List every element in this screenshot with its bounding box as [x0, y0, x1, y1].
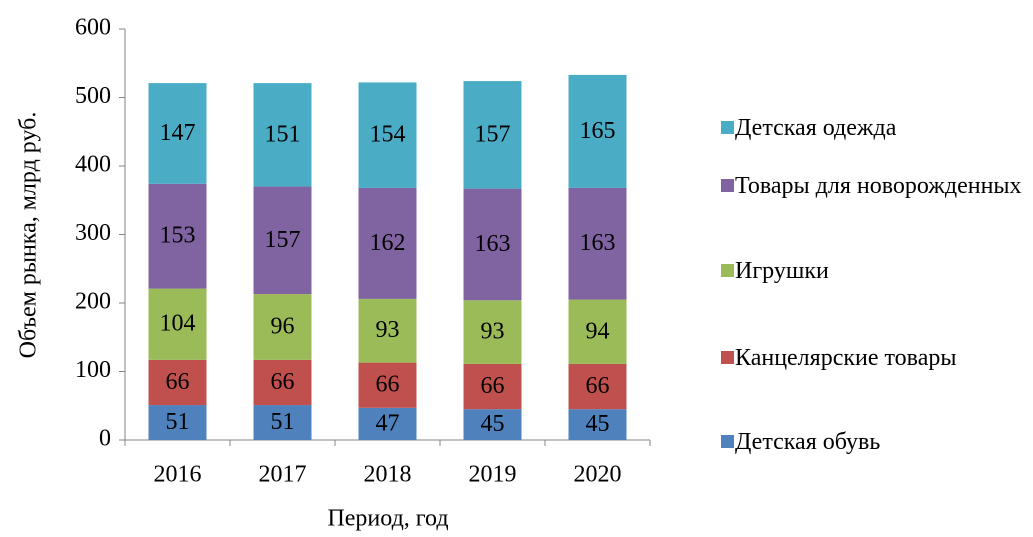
data-label: 104: [160, 311, 196, 337]
bar-segment: [148, 359, 207, 406]
bar-segment: [358, 362, 417, 408]
data-label: 47: [376, 410, 400, 436]
data-label: 93: [481, 319, 505, 345]
data-label: 66: [376, 372, 400, 398]
data-label: 94: [586, 318, 610, 344]
bar-segment: [568, 363, 627, 410]
bar-segment: [358, 82, 417, 188]
y-tick-label: 500: [75, 83, 111, 109]
legend-swatch: [721, 264, 734, 277]
legend-label: Детская одежда: [735, 115, 897, 141]
data-label: 45: [481, 411, 505, 437]
bar-segment: [253, 294, 312, 360]
data-label: 162: [370, 230, 406, 256]
y-tick-label: 200: [75, 289, 111, 315]
legend-label: Игрушки: [735, 258, 829, 284]
x-tick-label: 2019: [469, 462, 517, 488]
bar-segment: [148, 405, 207, 440]
legend-swatch: [721, 179, 734, 192]
legend-label: Товары для новорожденных: [735, 173, 1022, 199]
data-label: 45: [586, 411, 610, 437]
data-label: 66: [586, 373, 610, 399]
y-tick-label: 600: [75, 15, 111, 41]
y-tick-label: 100: [75, 357, 111, 383]
bar-segment: [358, 407, 417, 440]
bar-segment: [358, 187, 417, 299]
data-label: 147: [160, 120, 196, 146]
bar-segment: [463, 300, 522, 364]
data-label: 96: [271, 313, 295, 339]
data-label: 66: [271, 369, 295, 395]
bar-segment: [463, 363, 522, 410]
x-tick-label: 2020: [574, 462, 622, 488]
legend-swatch: [721, 121, 734, 134]
data-label: 153: [160, 223, 196, 249]
y-axis-title: Объем рынка, млрд руб.: [16, 112, 42, 359]
data-label: 157: [475, 121, 511, 147]
bar-segment: [568, 409, 627, 440]
data-label: 66: [166, 369, 190, 395]
data-label: 154: [370, 122, 406, 148]
legend-swatch: [721, 351, 734, 364]
data-label: 163: [475, 231, 511, 257]
bar-segment: [253, 359, 312, 406]
data-label: 151: [265, 121, 301, 147]
bar-segment: [568, 74, 627, 188]
data-label: 93: [376, 317, 400, 343]
legend-label: Канцелярские товары: [735, 345, 957, 371]
bar-segment: [148, 83, 207, 184]
y-tick-label: 300: [75, 220, 111, 246]
data-label: 163: [580, 230, 616, 256]
data-label: 51: [166, 409, 190, 435]
bar-segment: [253, 83, 312, 187]
bar-segment: [463, 81, 522, 189]
bar-segment: [148, 288, 207, 360]
bar-segment: [568, 187, 627, 300]
x-tick-label: 2017: [259, 462, 307, 488]
x-tick-label: 2016: [154, 462, 202, 488]
bar-segment: [253, 405, 312, 440]
bar-segment: [463, 409, 522, 440]
x-axis-title: Период, год: [327, 506, 448, 532]
legend-swatch: [721, 435, 734, 448]
bar-segment: [253, 186, 312, 295]
data-label: 165: [580, 118, 616, 144]
bar-segment: [148, 183, 207, 289]
y-tick-label: 400: [75, 152, 111, 178]
bar-segment: [463, 188, 522, 301]
data-label: 66: [481, 373, 505, 399]
x-tick-label: 2018: [364, 462, 412, 488]
data-label: 51: [271, 409, 295, 435]
data-label: 157: [265, 227, 301, 253]
y-tick-label: 0: [99, 426, 111, 452]
bar-segment: [568, 299, 627, 364]
bar-segment: [358, 298, 417, 363]
legend-label: Детская обувь: [735, 429, 881, 455]
